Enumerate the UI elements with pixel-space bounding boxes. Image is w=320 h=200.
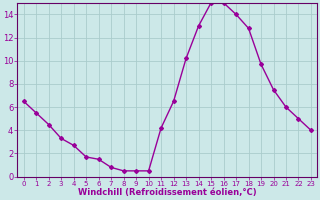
X-axis label: Windchill (Refroidissement éolien,°C): Windchill (Refroidissement éolien,°C) (78, 188, 257, 197)
